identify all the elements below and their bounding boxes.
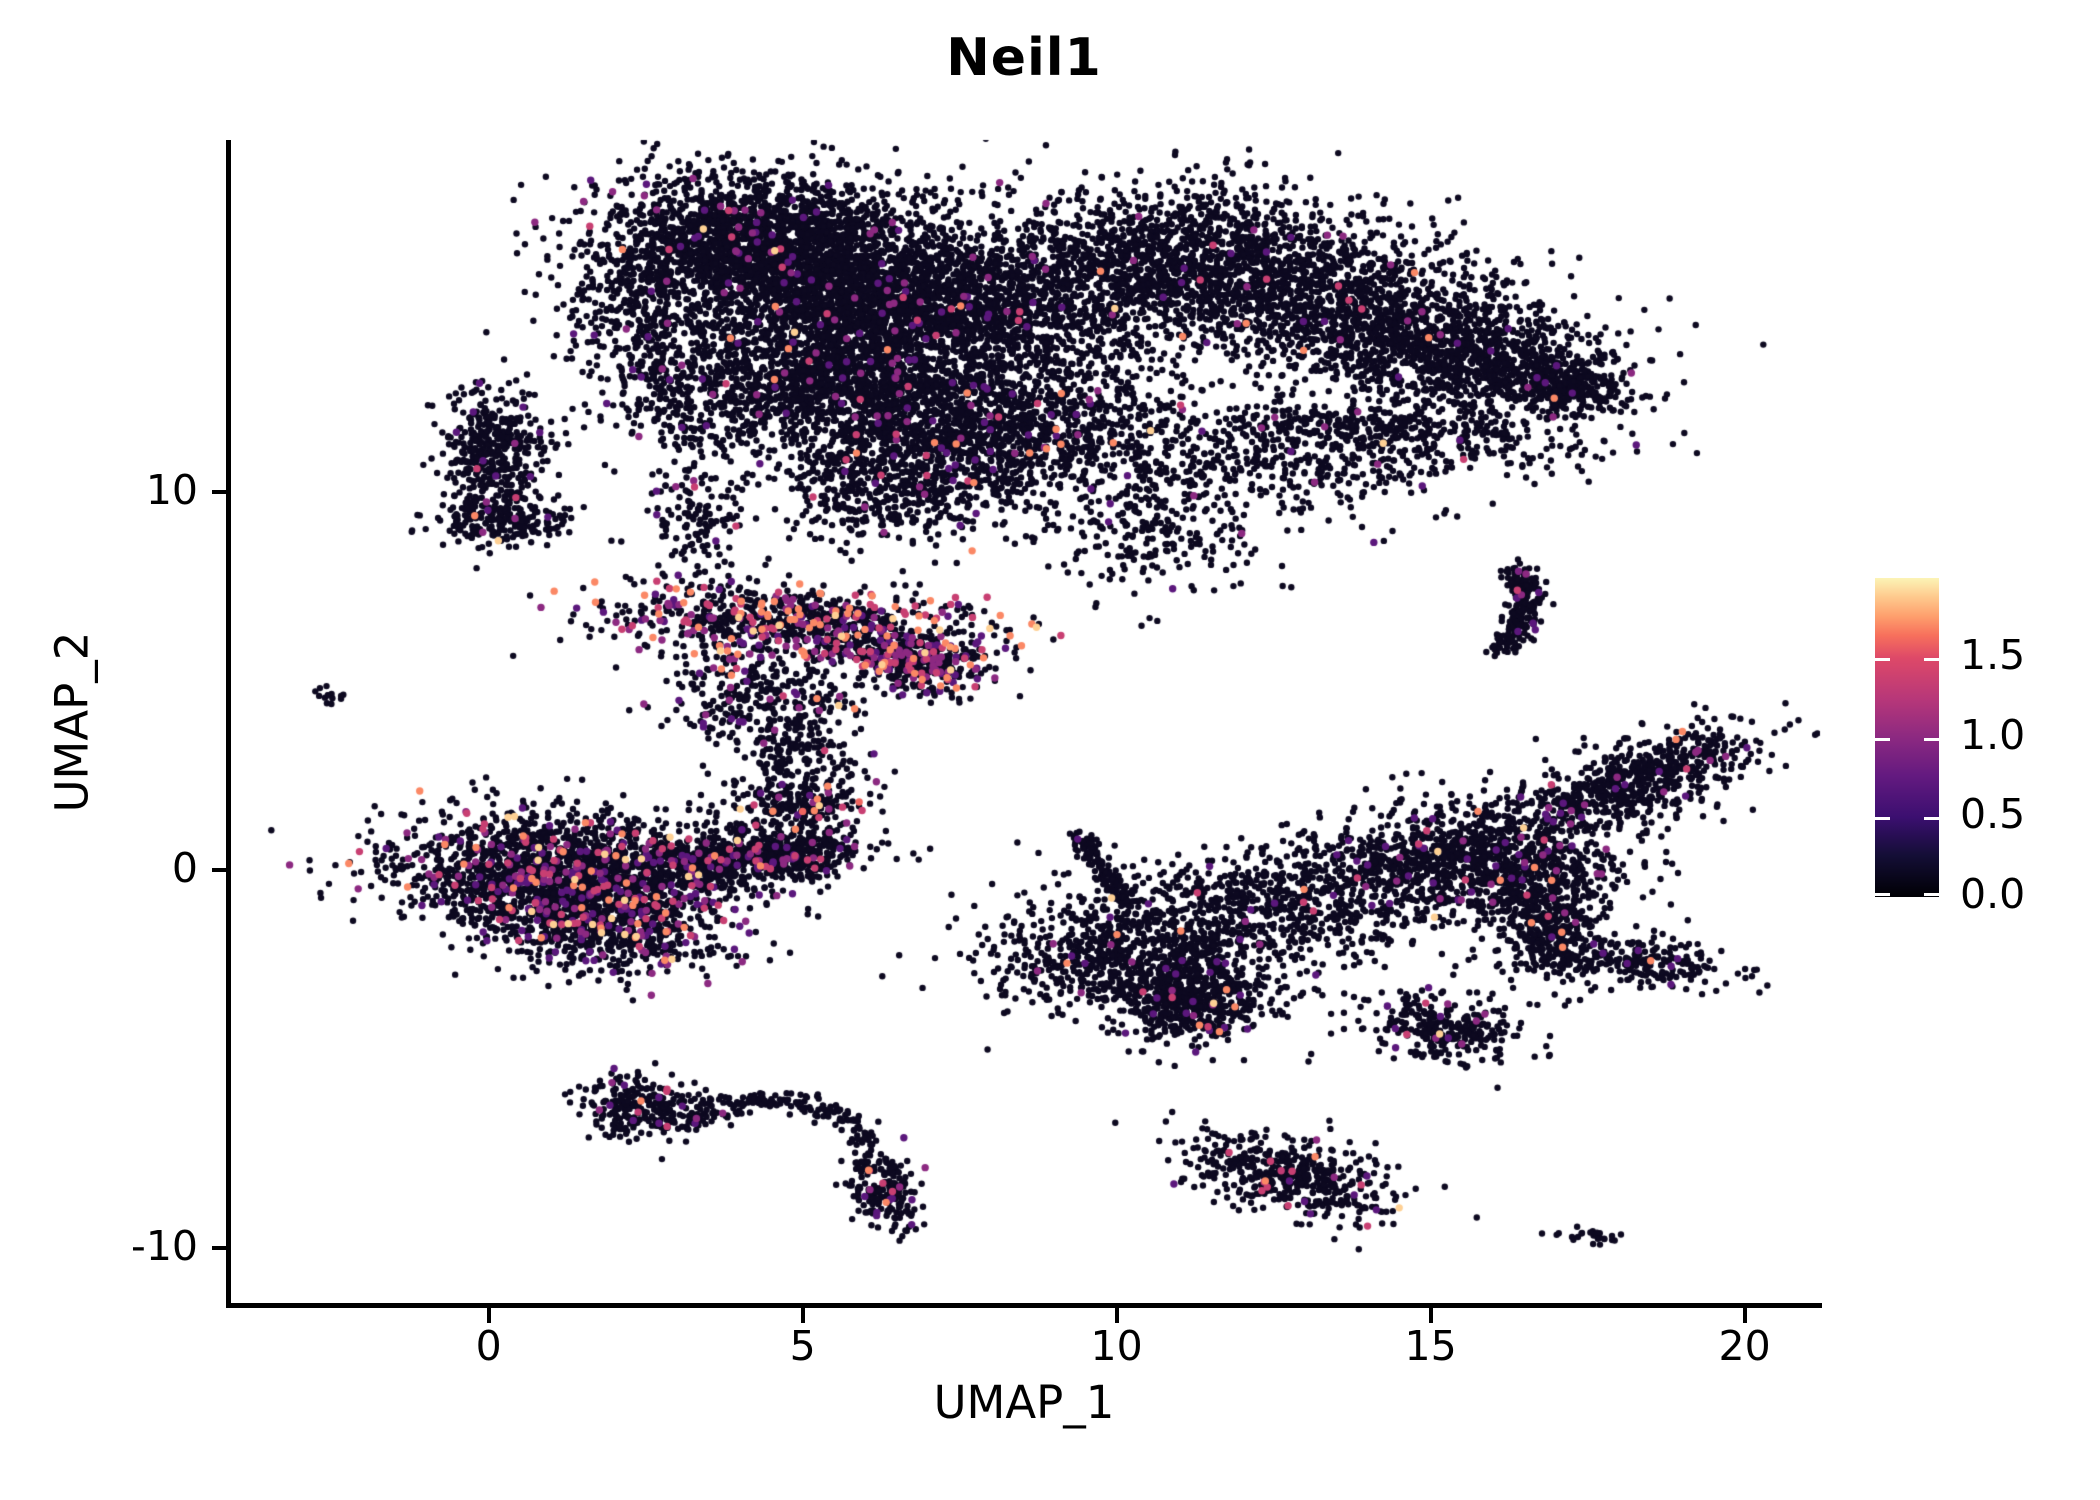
y-axis-title-text: UMAP_2	[45, 631, 99, 813]
y-tick-label: -10	[131, 1222, 198, 1271]
colorbar-tick-mark	[1924, 737, 1939, 741]
y-axis-line	[226, 140, 231, 1308]
x-tick-label: 10	[1090, 1322, 1143, 1370]
x-tick-label: 15	[1404, 1322, 1457, 1370]
y-tick-label: 10	[145, 465, 198, 514]
colorbar-tick-mark	[1875, 893, 1890, 896]
colorbar-tick-mark	[1875, 817, 1890, 821]
colorbar-tick-label: 1.0	[1960, 710, 2026, 759]
x-axis-line	[226, 1303, 1822, 1308]
x-axis-title: UMAP_1	[933, 1376, 1115, 1429]
colorbar-tick-mark	[1924, 893, 1939, 896]
y-tick-mark	[212, 868, 227, 873]
y-tick-mark	[212, 489, 227, 494]
x-tick-mark	[800, 1308, 805, 1323]
x-tick-mark	[486, 1308, 491, 1323]
colorbar-tick-mark	[1924, 817, 1939, 821]
colorbar-tick-mark	[1875, 737, 1890, 741]
y-tick-mark	[212, 1246, 227, 1251]
x-tick-mark	[1114, 1308, 1119, 1323]
colorbar-tick-mark	[1875, 657, 1890, 661]
colorbar-tick-label: 0.5	[1960, 790, 2026, 839]
plot-title: Neil1	[946, 28, 1102, 88]
x-tick-mark	[1428, 1308, 1433, 1323]
x-tick-label: 5	[789, 1322, 816, 1370]
colorbar-tick-label: 0.0	[1960, 870, 2026, 918]
x-tick-label: 0	[475, 1322, 502, 1370]
x-tick-mark	[1742, 1308, 1747, 1323]
x-tick-label: 20	[1718, 1322, 1771, 1370]
colorbar-tick-mark	[1924, 657, 1939, 661]
colorbar-tick-label: 1.5	[1960, 630, 2026, 679]
y-tick-label: 0	[171, 844, 198, 893]
